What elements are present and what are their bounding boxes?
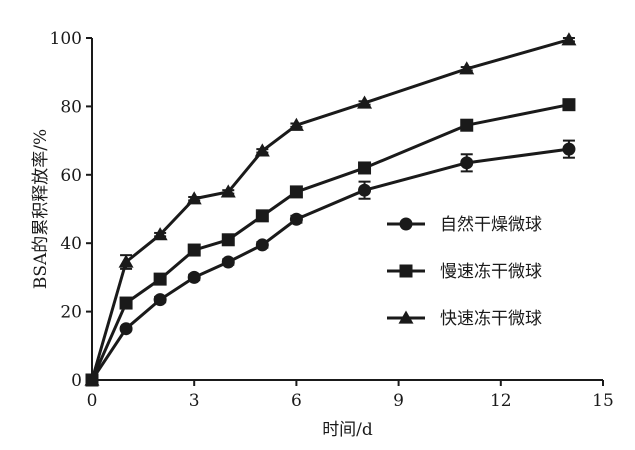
legend-item: 慢速冻干微球 xyxy=(387,261,542,282)
data-point-triangle xyxy=(357,95,373,109)
data-point-triangle xyxy=(220,184,236,198)
series-line xyxy=(90,103,570,381)
data-point-square xyxy=(221,233,235,247)
data-point-triangle xyxy=(84,372,100,386)
series-layer xyxy=(84,32,577,387)
x-tick-label: 6 xyxy=(291,391,302,411)
legend-marker-circle xyxy=(399,217,413,231)
y-tick-label: 0 xyxy=(71,371,82,391)
data-point-square xyxy=(187,243,201,257)
data-point-triangle xyxy=(288,117,304,131)
data-point-triangle xyxy=(118,254,134,268)
data-point-circle xyxy=(562,142,576,156)
data-point-circle xyxy=(255,238,269,252)
data-point-circle xyxy=(187,270,201,284)
y-tick-label: 40 xyxy=(60,234,82,254)
data-point-square xyxy=(562,98,576,112)
x-tick-label: 9 xyxy=(393,391,404,411)
y-tick-label: 60 xyxy=(60,166,82,186)
series-line xyxy=(90,147,570,381)
data-point-circle xyxy=(221,255,235,269)
data-point-circle xyxy=(460,156,474,170)
y-axis-title: BSA的累积释放率/% xyxy=(31,129,51,289)
legend-label: 自然干燥微球 xyxy=(440,215,542,235)
data-point-circle xyxy=(358,183,372,197)
data-point-triangle xyxy=(459,61,475,75)
legend-item: 自然干燥微球 xyxy=(387,215,542,235)
data-point-circle xyxy=(119,322,133,336)
y-tick-label: 80 xyxy=(60,97,82,117)
legend-label: 快速冻干微球 xyxy=(440,309,542,329)
x-tick-label: 0 xyxy=(87,391,98,411)
legend-item: 快速冻干微球 xyxy=(387,309,542,329)
legend-marker-square xyxy=(399,264,413,278)
series-square xyxy=(85,98,576,387)
x-tick-label: 3 xyxy=(189,391,200,411)
data-point-circle xyxy=(289,212,303,226)
x-tick-label: 12 xyxy=(490,391,512,411)
data-point-square xyxy=(358,161,372,175)
data-point-square xyxy=(460,118,474,132)
series-triangle xyxy=(84,32,577,386)
y-tick-label: 20 xyxy=(60,303,82,323)
data-point-triangle xyxy=(186,191,202,205)
data-point-square xyxy=(119,296,133,310)
axes-layer: 0 20 40 60 80 100 0 3 6 9 12 15 xyxy=(50,29,614,411)
data-point-square xyxy=(289,185,303,199)
legend-label: 慢速冻干微球 xyxy=(440,261,542,282)
x-axis-title: 时间/d xyxy=(322,420,373,440)
data-point-square xyxy=(255,209,269,223)
data-point-circle xyxy=(153,293,167,307)
data-point-square xyxy=(153,272,167,286)
y-tick-label: 100 xyxy=(50,29,82,49)
legend-marker-triangle xyxy=(398,310,414,324)
data-point-triangle xyxy=(152,227,168,241)
x-axis-ticks: 0 3 6 9 12 15 xyxy=(87,380,614,411)
y-axis-ticks: 0 20 40 60 80 100 xyxy=(50,29,92,391)
data-point-triangle xyxy=(561,32,577,46)
data-point-triangle xyxy=(254,143,270,157)
series-line xyxy=(90,38,570,381)
x-tick-label: 15 xyxy=(592,391,614,411)
